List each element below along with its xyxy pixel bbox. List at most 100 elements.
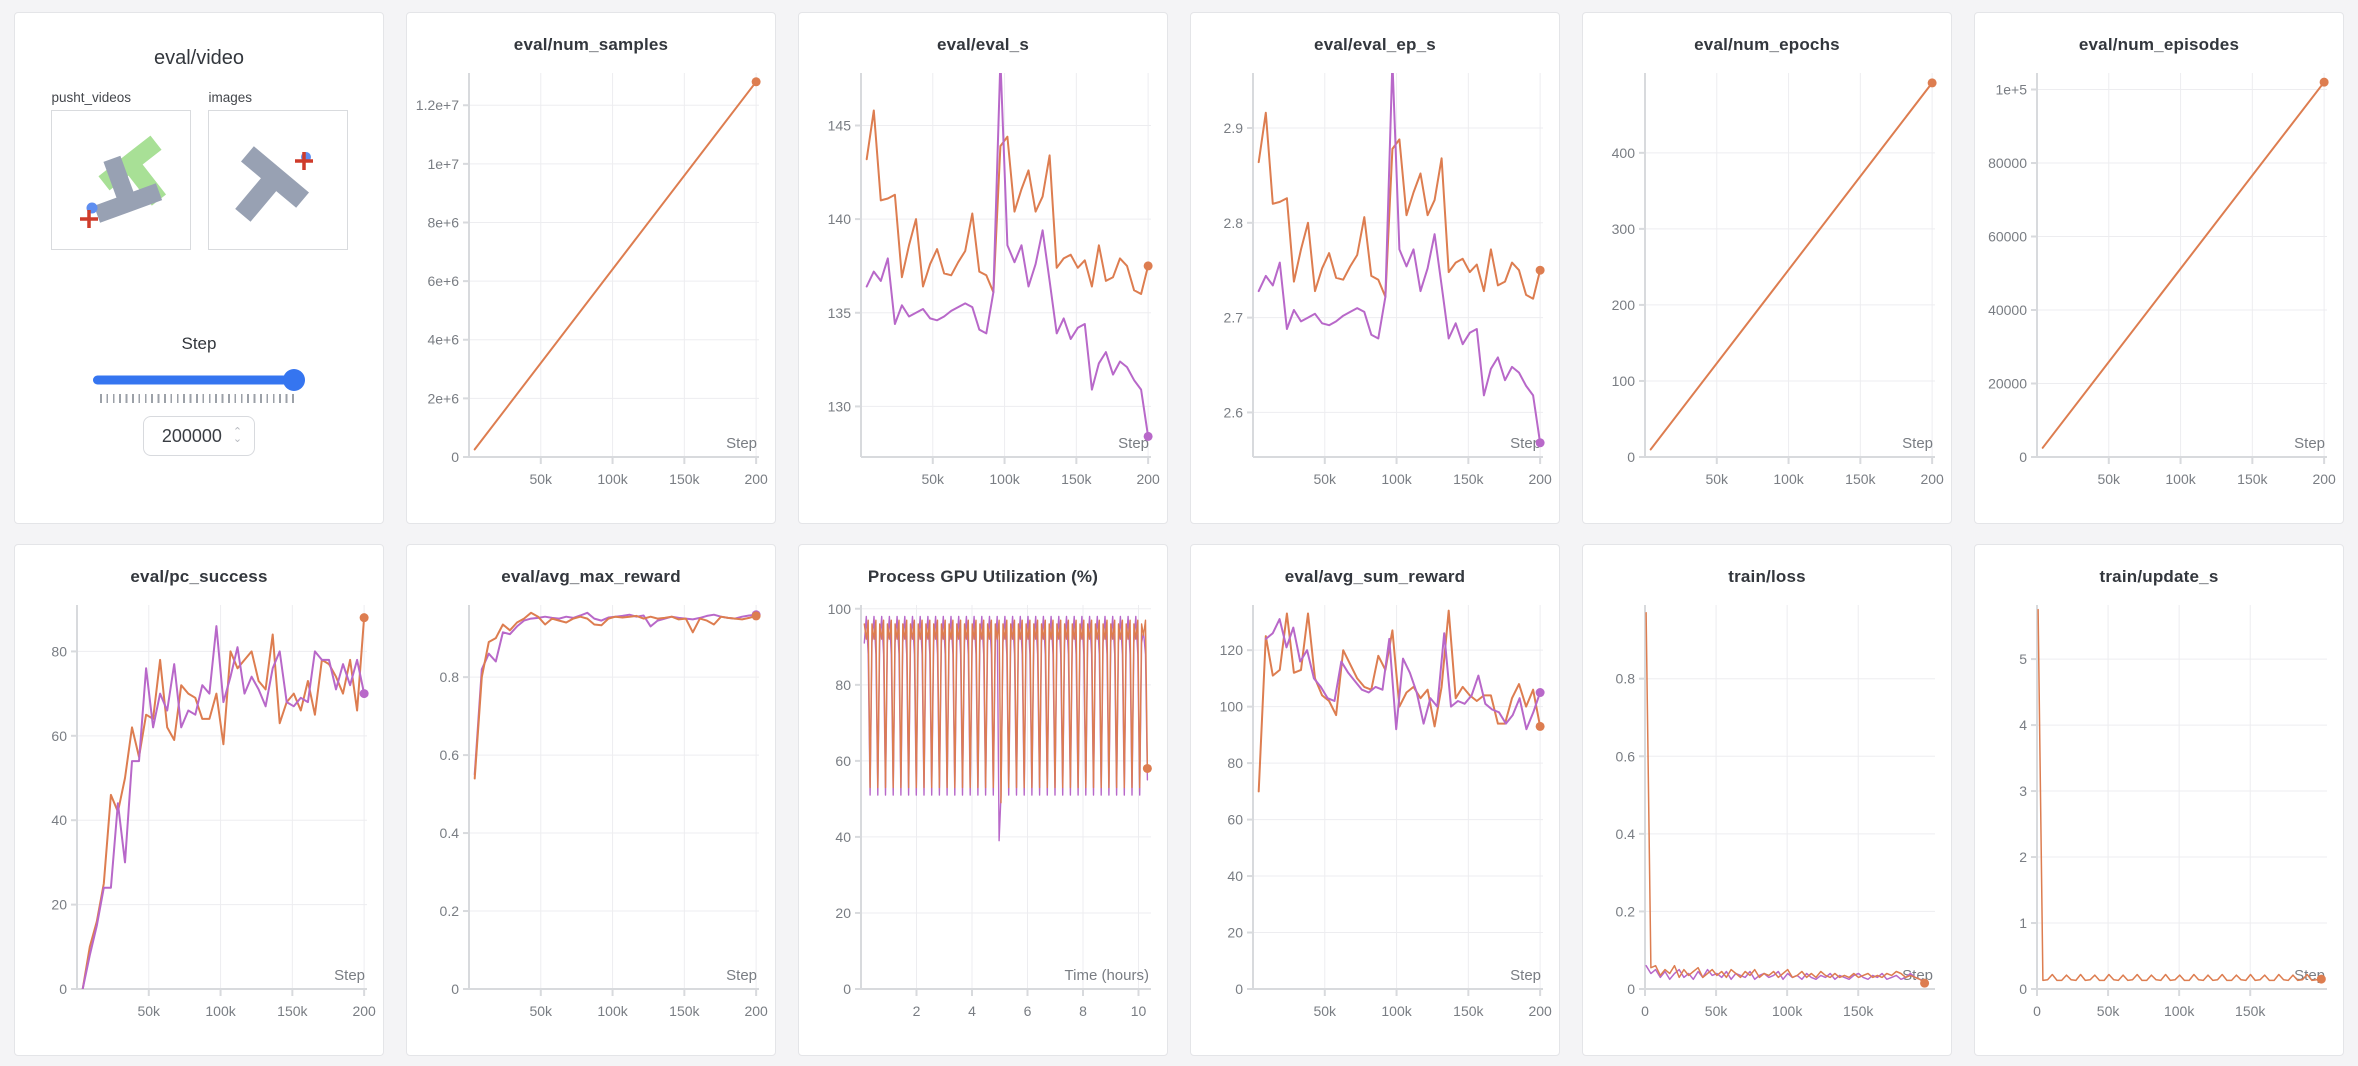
- svg-text:50k: 50k: [1705, 1003, 1729, 1019]
- media-row: pusht_videos images: [15, 90, 383, 250]
- svg-text:Step: Step: [1510, 967, 1541, 984]
- svg-text:200: 200: [1528, 471, 1552, 487]
- svg-text:100k: 100k: [1773, 471, 1804, 487]
- eval-eval-ep-s-chart[interactable]: 2.6 2.7 2.8 2.9 50k 100k 150k 200 Step: [1191, 59, 1559, 507]
- chart-title: eval/eval_s: [936, 35, 1029, 54]
- svg-text:0.4: 0.4: [1616, 826, 1636, 842]
- svg-text:0.2: 0.2: [1616, 903, 1636, 919]
- svg-text:Step: Step: [1902, 435, 1933, 452]
- svg-text:2.8: 2.8: [1224, 215, 1244, 231]
- chart-panel-train-update-s: train/update_s 0 1 2 3 4 5 0 50k 100k 150k Step: [1974, 544, 2344, 1056]
- svg-text:300: 300: [1612, 221, 1636, 237]
- svg-text:100: 100: [1220, 699, 1244, 715]
- svg-text:4: 4: [2019, 717, 2027, 733]
- svg-text:20: 20: [835, 905, 851, 921]
- svg-text:200: 200: [2312, 471, 2336, 487]
- svg-text:Step: Step: [1118, 435, 1149, 452]
- svg-text:80: 80: [1227, 755, 1243, 771]
- eval-eval-s-chart[interactable]: 130 135 140 145 50k 100k 150k 200 Step: [799, 59, 1167, 507]
- images-thumbnail[interactable]: [207, 110, 348, 250]
- eval-num-samples-chart[interactable]: 0 2e+6 4e+6 6e+6 8e+6 1e+7 1.2e+7 50k 100k 150k 20…: [407, 59, 775, 507]
- svg-text:20000: 20000: [1988, 376, 2027, 392]
- svg-text:150k: 150k: [1061, 471, 1092, 487]
- step-slider-handle[interactable]: [283, 369, 305, 391]
- svg-text:0: 0: [1641, 1003, 1649, 1019]
- svg-text:0: 0: [2019, 981, 2027, 997]
- svg-text:0: 0: [59, 981, 67, 997]
- svg-text:200: 200: [744, 471, 768, 487]
- step-slider-label: Step: [181, 334, 217, 353]
- step-control: Step ⌃ ⌄: [15, 334, 383, 456]
- svg-text:60: 60: [1227, 812, 1243, 828]
- chart-panel-eval-num-episodes: eval/num_episodes 0 20000 40000 60000 80000 1e…: [1974, 12, 2344, 524]
- svg-text:150k: 150k: [2235, 1003, 2266, 1019]
- media-label: images: [208, 90, 253, 105]
- target-cross-icon: [79, 210, 98, 228]
- svg-text:0.6: 0.6: [1616, 748, 1636, 764]
- chart-panel-eval-avg-max-reward: eval/avg_max_reward 0 0.2 0.4 0.6 0.8 50k 100k 1…: [406, 544, 776, 1056]
- step-slider[interactable]: [93, 369, 305, 391]
- svg-text:60: 60: [835, 753, 851, 769]
- svg-text:50k: 50k: [137, 1003, 161, 1019]
- svg-text:2: 2: [913, 1003, 921, 1019]
- svg-text:50k: 50k: [2097, 1003, 2121, 1019]
- eval-pc-success-chart[interactable]: 0 20 40 60 80 50k 100k 150k 200 Step: [15, 591, 383, 1039]
- svg-text:100: 100: [828, 601, 852, 617]
- svg-text:2.9: 2.9: [1224, 120, 1244, 136]
- svg-text:Step: Step: [334, 967, 365, 984]
- svg-text:50k: 50k: [529, 1003, 553, 1019]
- chart-title: train/update_s: [2099, 567, 2219, 586]
- svg-text:150k: 150k: [1843, 1003, 1874, 1019]
- svg-text:100k: 100k: [597, 1003, 628, 1019]
- eval-num-epochs-chart[interactable]: 0 100 200 300 400 50k 100k 150k 200 Step: [1583, 59, 1951, 507]
- svg-text:100: 100: [1612, 373, 1636, 389]
- svg-text:100k: 100k: [2165, 471, 2196, 487]
- svg-text:40: 40: [51, 812, 67, 828]
- svg-text:6: 6: [1024, 1003, 1032, 1019]
- svg-text:60000: 60000: [1988, 229, 2027, 245]
- svg-text:0: 0: [451, 981, 459, 997]
- svg-text:Step: Step: [1510, 435, 1541, 452]
- step-slider-track[interactable]: [93, 375, 299, 385]
- svg-text:2: 2: [2019, 849, 2027, 865]
- svg-text:Step: Step: [726, 435, 757, 452]
- video-panel: eval/video pusht_videos: [14, 12, 384, 524]
- svg-text:100k: 100k: [989, 471, 1020, 487]
- svg-text:3: 3: [2019, 783, 2027, 799]
- svg-text:100k: 100k: [1381, 471, 1412, 487]
- step-input[interactable]: [155, 424, 228, 448]
- svg-text:40: 40: [1227, 868, 1243, 884]
- eval-num-episodes-chart[interactable]: 0 20000 40000 60000 80000 1e+5 50k 100k 150k 200 S…: [1975, 59, 2343, 507]
- chart-title: eval/avg_max_reward: [501, 567, 681, 586]
- eval-avg-max-reward-chart[interactable]: 0 0.2 0.4 0.6 0.8 50k 100k 150k 200 Step: [407, 591, 775, 1039]
- svg-text:150k: 150k: [277, 1003, 308, 1019]
- svg-text:Step: Step: [2294, 435, 2325, 452]
- svg-text:0: 0: [2033, 1003, 2041, 1019]
- svg-text:20: 20: [1227, 925, 1243, 941]
- chevron-up-icon[interactable]: ⌃: [232, 426, 243, 438]
- svg-text:150k: 150k: [2237, 471, 2268, 487]
- svg-text:8e+6: 8e+6: [427, 214, 459, 230]
- eval-avg-sum-reward-chart[interactable]: 0 20 40 60 80 100 120 50k 100k 150k 200 Step: [1191, 591, 1559, 1039]
- chart-panel-train-loss: train/loss 0 0.2 0.4 0.6 0.8 0 50k 100k 150k Step: [1582, 544, 1952, 1056]
- svg-text:140: 140: [828, 211, 852, 227]
- chart-panel-eval-num-epochs: eval/num_epochs 0 100 200 300 400 50k 100k 150k 2…: [1582, 12, 1952, 524]
- svg-text:0: 0: [2019, 449, 2027, 465]
- chart-panel-eval-pc-success: eval/pc_success 0 20 40 60 80 50k 100k 150k 200 St…: [14, 544, 384, 1056]
- pusht-video-thumbnail[interactable]: [50, 110, 191, 250]
- svg-text:80: 80: [835, 677, 851, 693]
- chevron-down-icon[interactable]: ⌄: [232, 433, 243, 445]
- chart-title: eval/num_episodes: [2078, 35, 2240, 54]
- svg-text:0.2: 0.2: [440, 903, 460, 919]
- svg-text:135: 135: [828, 305, 852, 321]
- svg-text:100k: 100k: [597, 471, 628, 487]
- svg-text:120: 120: [1220, 642, 1244, 658]
- chart-title: eval/pc_success: [130, 567, 268, 586]
- stepper-arrows: ⌃ ⌄: [232, 426, 243, 445]
- svg-text:0: 0: [1627, 449, 1635, 465]
- svg-text:1e+5: 1e+5: [1995, 82, 2027, 98]
- svg-text:200: 200: [352, 1003, 376, 1019]
- process-gpu-utilization-chart[interactable]: 0 20 40 60 80 100 2 4 6 8 10 Time (hours): [799, 591, 1167, 1039]
